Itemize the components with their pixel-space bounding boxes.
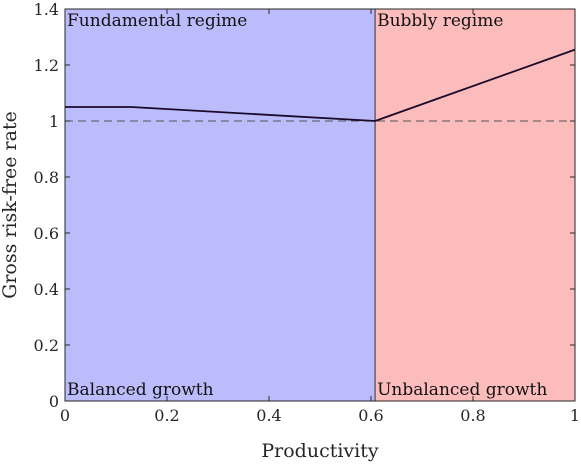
x-tick-label: 0.6 <box>358 406 383 425</box>
y-tick-label: 0.8 <box>34 168 59 187</box>
region-0-bottom-label: Balanced growth <box>67 380 214 400</box>
y-tick-label: 0.4 <box>34 280 59 299</box>
axes-layer: 0 0.2 0.4 0.6 0.8 1 0 0.2 0.4 0.6 0.8 1 1.2 1.4 <box>34 0 581 425</box>
y-tick-label: 0.6 <box>34 224 59 243</box>
series-0-line <box>65 48 576 122</box>
y-tick-label: 1.2 <box>34 56 59 75</box>
labels-layer: Fundamental regime Balanced growth Bubbly … <box>67 11 547 400</box>
region-1-bottom-label: Unbalanced growth <box>377 380 547 400</box>
y-tick-label: 0 <box>49 392 59 411</box>
axes-box <box>64 8 576 402</box>
x-tick-label: 0 <box>60 406 70 425</box>
x-tick-label: 0.8 <box>460 406 485 425</box>
y-tick-label: 1 <box>49 112 59 131</box>
x-tick-label: 0.4 <box>256 406 281 425</box>
y-tick-label: 0.2 <box>34 336 59 355</box>
region-1-top-label: Bubbly regime <box>377 11 503 31</box>
x-tick-label: 0.2 <box>154 406 179 425</box>
region-0-top-label: Fundamental regime <box>67 11 247 31</box>
regions-layer <box>65 9 575 401</box>
region-0-fill <box>65 9 376 401</box>
region-1-fill <box>375 9 575 401</box>
y-axis-label: Gross risk-free rate <box>0 111 21 299</box>
series-layer <box>65 48 576 122</box>
x-axis-label: Productivity <box>261 440 379 462</box>
x-tick-label: 1 <box>570 406 580 425</box>
y-tick-label: 1.4 <box>34 0 59 19</box>
